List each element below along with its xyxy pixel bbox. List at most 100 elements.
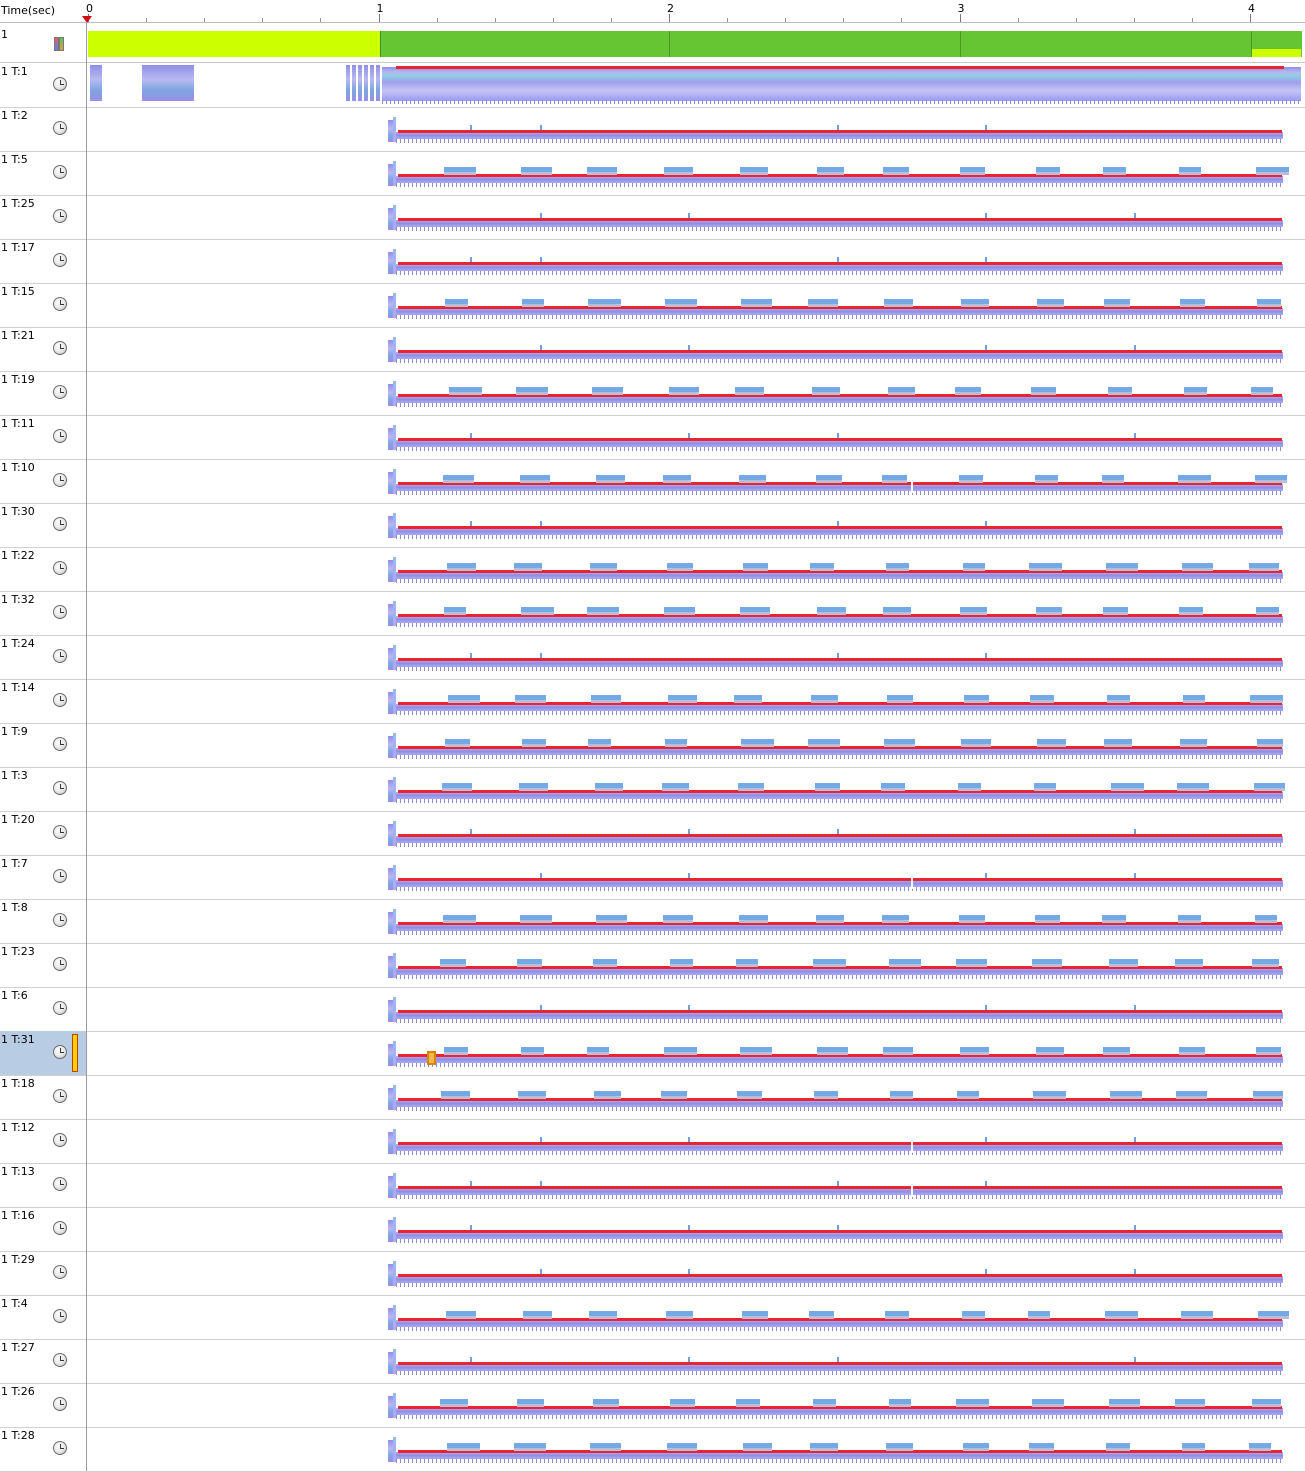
thread-row[interactable]: 1 T:8 bbox=[0, 899, 1305, 944]
clock-icon[interactable] bbox=[53, 121, 67, 135]
thread-row[interactable]: 1 T:7 bbox=[0, 855, 1305, 900]
thread-row[interactable]: 1 T:27 bbox=[0, 1339, 1305, 1384]
thread-label-area[interactable]: 1 T:14 bbox=[0, 679, 86, 723]
clock-icon[interactable] bbox=[53, 1177, 67, 1191]
thread-row[interactable]: 1 T:24 bbox=[0, 635, 1305, 680]
clock-icon[interactable] bbox=[53, 1089, 67, 1103]
thread-row[interactable]: 1 T:10 bbox=[0, 459, 1305, 504]
thread-row[interactable]: 1 T:19 bbox=[0, 371, 1305, 416]
clock-icon[interactable] bbox=[53, 77, 67, 91]
thread-label-area[interactable]: 1 T:30 bbox=[0, 503, 86, 547]
time-ruler[interactable]: Time(sec) 0 1 2 3 4 bbox=[0, 0, 1305, 23]
thread-row[interactable]: 1 T:3 bbox=[0, 767, 1305, 812]
thread-label-area[interactable]: 1 T:16 bbox=[0, 1207, 86, 1251]
thread-activity-track[interactable] bbox=[388, 1119, 1283, 1163]
thread-row[interactable]: 1 T:21 bbox=[0, 327, 1305, 372]
clock-icon[interactable] bbox=[53, 1265, 67, 1279]
thread-label-area[interactable]: 1 T:27 bbox=[0, 1339, 86, 1383]
thread-label-area[interactable]: 1 T:26 bbox=[0, 1383, 86, 1427]
thread-label-area[interactable]: 1 T:20 bbox=[0, 811, 86, 855]
thread-activity-track[interactable] bbox=[388, 1339, 1283, 1383]
thread-label-area[interactable]: 1 T:13 bbox=[0, 1163, 86, 1207]
thread-label-area[interactable]: 1 T:17 bbox=[0, 239, 86, 283]
thread-row[interactable]: 1 T:12 bbox=[0, 1119, 1305, 1164]
clock-icon[interactable] bbox=[53, 1221, 67, 1235]
clock-icon[interactable] bbox=[53, 1001, 67, 1015]
thread-activity-track[interactable] bbox=[388, 855, 1283, 899]
clock-icon[interactable] bbox=[53, 1397, 67, 1411]
thread-label-area[interactable]: 1 T:5 bbox=[0, 151, 86, 195]
thread-label-area[interactable]: 1 T:4 bbox=[0, 1295, 86, 1339]
thread-label-area[interactable]: 1 T:9 bbox=[0, 723, 86, 767]
thread-activity-track[interactable] bbox=[388, 591, 1283, 635]
thread-label-area[interactable]: 1 T:25 bbox=[0, 195, 86, 239]
thread-activity-track[interactable] bbox=[388, 195, 1283, 239]
thread-label-area[interactable]: 1 T:24 bbox=[0, 635, 86, 679]
thread-activity-track[interactable] bbox=[388, 459, 1287, 503]
thread-row[interactable]: 1 T:22 bbox=[0, 547, 1305, 592]
thread-activity-track[interactable] bbox=[388, 239, 1283, 283]
clock-icon[interactable] bbox=[53, 649, 67, 663]
time-marker-icon[interactable] bbox=[82, 16, 92, 23]
clock-icon[interactable] bbox=[53, 209, 67, 223]
thread-label-area[interactable]: 1 T:7 bbox=[0, 855, 86, 899]
clock-icon[interactable] bbox=[53, 1353, 67, 1367]
thread-label-area[interactable]: 1 T:19 bbox=[0, 371, 86, 415]
thread-row[interactable]: 1 T:9 bbox=[0, 723, 1305, 768]
thread-activity-track[interactable] bbox=[388, 811, 1283, 855]
thread-row[interactable]: 1 T:11 bbox=[0, 415, 1305, 460]
clock-icon[interactable] bbox=[53, 341, 67, 355]
thread-activity-track[interactable] bbox=[388, 151, 1289, 195]
clock-icon[interactable] bbox=[53, 297, 67, 311]
thread-row[interactable]: 1 T:31 bbox=[0, 1031, 1305, 1076]
clock-icon[interactable] bbox=[53, 429, 67, 443]
clock-icon[interactable] bbox=[53, 1441, 67, 1455]
thread-label-area[interactable]: 1 T:10 bbox=[0, 459, 86, 503]
thread-label-area[interactable]: 1 T:31 bbox=[0, 1031, 86, 1075]
clock-icon[interactable] bbox=[53, 517, 67, 531]
thread-activity-track[interactable] bbox=[388, 107, 1283, 151]
thread-activity-track[interactable] bbox=[388, 327, 1283, 371]
thread-activity-track[interactable] bbox=[388, 415, 1283, 459]
clock-icon[interactable] bbox=[53, 781, 67, 795]
thread-row[interactable]: 1 T:2 bbox=[0, 107, 1305, 152]
thread-activity-track[interactable] bbox=[388, 1207, 1283, 1251]
clock-icon[interactable] bbox=[53, 737, 67, 751]
thread-label-area[interactable]: 1 T:1 bbox=[0, 63, 86, 107]
thread-row[interactable]: 1 T:25 bbox=[0, 195, 1305, 240]
thread-activity-track[interactable] bbox=[388, 371, 1283, 415]
process-row[interactable]: 1 bbox=[0, 22, 1305, 63]
thread-label-area[interactable]: 1 T:12 bbox=[0, 1119, 86, 1163]
thread-row[interactable]: 1 T:5 bbox=[0, 151, 1305, 196]
clock-icon[interactable] bbox=[53, 693, 67, 707]
thread-label-area[interactable]: 1 T:18 bbox=[0, 1075, 86, 1119]
thread-row[interactable]: 1 T:6 bbox=[0, 987, 1305, 1032]
thread-label-area[interactable]: 1 T:22 bbox=[0, 547, 86, 591]
thread-label-area[interactable]: 1 T:15 bbox=[0, 283, 86, 327]
thread-label-area[interactable]: 1 T:23 bbox=[0, 943, 86, 987]
thread-activity-track[interactable] bbox=[388, 547, 1283, 591]
thread-activity-track[interactable] bbox=[388, 1383, 1283, 1427]
thread-row[interactable]: 1 T:32 bbox=[0, 591, 1305, 636]
thread-activity-track[interactable] bbox=[388, 987, 1283, 1031]
clock-icon[interactable] bbox=[53, 253, 67, 267]
thread-label-area[interactable]: 1 T:11 bbox=[0, 415, 86, 459]
clock-icon[interactable] bbox=[53, 1045, 67, 1059]
thread-activity-track[interactable] bbox=[388, 1075, 1283, 1119]
thread-activity-track[interactable] bbox=[388, 1427, 1283, 1471]
thread-label-area[interactable]: 1 T:8 bbox=[0, 899, 86, 943]
thread-row[interactable]: 1 T:17 bbox=[0, 239, 1305, 284]
thread-row[interactable]: 1 T:4 bbox=[0, 1295, 1305, 1340]
thread-row[interactable]: 1 T:14 bbox=[0, 679, 1305, 724]
thread-row[interactable]: 1 T:20 bbox=[0, 811, 1305, 856]
thread-label-area[interactable]: 1 T:28 bbox=[0, 1427, 86, 1471]
thread-row[interactable]: 1 T:15 bbox=[0, 283, 1305, 328]
clock-icon[interactable] bbox=[53, 561, 67, 575]
clock-icon[interactable] bbox=[53, 1309, 67, 1323]
thread-activity-track[interactable] bbox=[388, 503, 1283, 547]
thread-row[interactable]: 1 T:1 bbox=[0, 63, 1305, 108]
thread-label-area[interactable]: 1 T:21 bbox=[0, 327, 86, 371]
thread-label-area[interactable]: 1 T:32 bbox=[0, 591, 86, 635]
thread-activity-track[interactable] bbox=[388, 767, 1285, 811]
thread-row[interactable]: 1 T:18 bbox=[0, 1075, 1305, 1120]
